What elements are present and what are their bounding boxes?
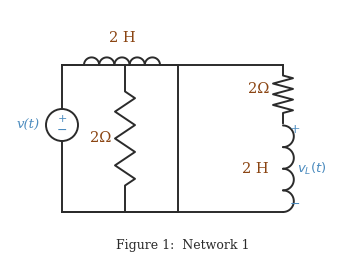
Text: 2 H: 2 H — [109, 31, 135, 45]
Text: −: − — [57, 124, 67, 136]
Text: $v_L(t)$: $v_L(t)$ — [297, 161, 327, 177]
Text: 2Ω: 2Ω — [248, 82, 269, 96]
Text: +: + — [57, 114, 67, 124]
Text: 2Ω: 2Ω — [90, 132, 111, 146]
Text: v(t): v(t) — [17, 119, 40, 132]
Text: 2 H: 2 H — [243, 162, 269, 176]
Text: +: + — [290, 123, 301, 136]
Text: −: − — [290, 198, 300, 211]
Text: Figure 1:  Network 1: Figure 1: Network 1 — [116, 239, 249, 252]
